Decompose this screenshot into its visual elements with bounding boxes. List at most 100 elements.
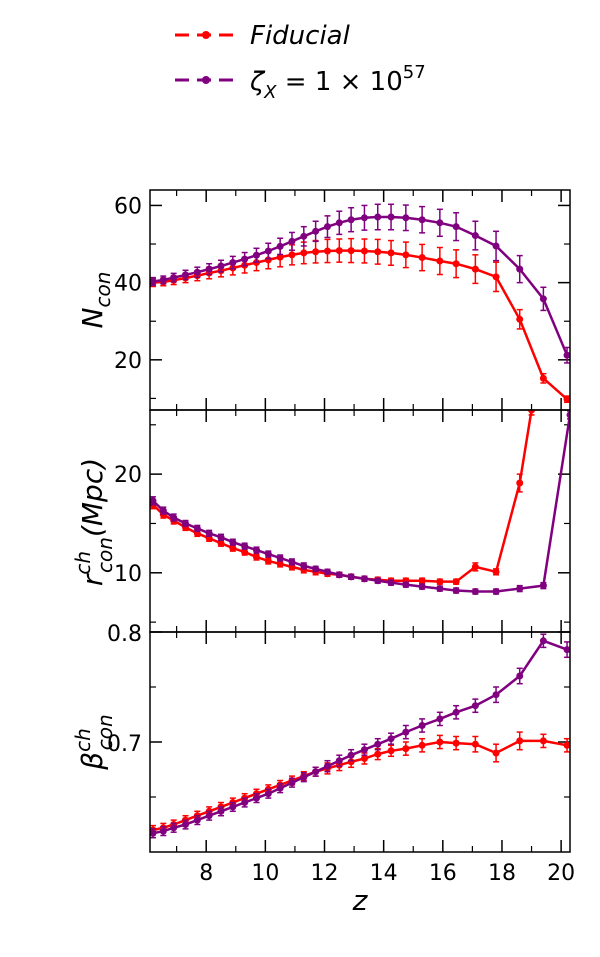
y-tick-label: 10 (114, 562, 142, 587)
data-point (452, 260, 460, 268)
series-fiducial (150, 410, 536, 586)
data-point (516, 672, 524, 680)
data-point (150, 277, 157, 285)
data-point (323, 223, 331, 231)
data-point (159, 276, 167, 284)
data-point (205, 265, 213, 273)
data-point (539, 295, 547, 303)
data-point (276, 242, 284, 250)
y-tick-label: 60 (114, 194, 142, 219)
data-point (492, 749, 500, 757)
data-point (452, 578, 460, 586)
y-tick-label: 40 (114, 272, 142, 297)
data-point (335, 219, 343, 227)
data-point (360, 755, 368, 762)
data-point (418, 722, 426, 729)
x-tick-label: 12 (311, 861, 339, 886)
data-point (436, 257, 444, 265)
data-point (241, 255, 249, 263)
data-point (323, 762, 331, 770)
data-point (193, 524, 201, 532)
data-point (300, 232, 308, 240)
data-point (288, 779, 296, 787)
data-point (374, 248, 382, 256)
data-point (563, 646, 570, 654)
data-point (360, 214, 368, 222)
data-point (312, 227, 320, 235)
data-point (374, 740, 382, 748)
data-point (492, 568, 500, 576)
series-fiducial (150, 237, 570, 404)
data-point (323, 247, 331, 255)
series-fiducial (150, 731, 570, 836)
data-point (471, 740, 479, 748)
x-tick-label: 18 (488, 861, 516, 886)
data-point (418, 583, 426, 591)
ylabel-middle: rchcon(Mpc) (71, 458, 117, 586)
data-point (374, 750, 382, 758)
series-zeta (150, 633, 570, 839)
series-zeta (150, 410, 570, 596)
data-point (418, 254, 426, 262)
data-point (288, 237, 296, 245)
data-point (252, 546, 260, 554)
series-line (152, 215, 569, 356)
data-point (241, 799, 249, 806)
data-point (539, 374, 547, 382)
x-tick-label: 16 (429, 861, 457, 886)
data-point (360, 247, 368, 255)
legend-entry-fiducial: Fiducial (175, 21, 351, 51)
legend-marker-fiducial (202, 31, 210, 39)
data-point (335, 571, 343, 579)
data-point (471, 588, 479, 596)
data-point (402, 728, 410, 736)
data-point (181, 821, 189, 828)
data-point (347, 247, 355, 255)
data-point (360, 746, 368, 754)
legend-label-zeta: ζX = 1 × 1057 (249, 62, 426, 103)
data-point (264, 247, 272, 255)
data-point (193, 268, 201, 276)
data-point (288, 251, 296, 259)
data-point (402, 214, 410, 222)
panel-middle-rcon: 10 20 (114, 409, 571, 633)
data-point (436, 585, 444, 593)
data-point (402, 745, 410, 753)
data-point (516, 265, 524, 273)
y-tick-label: 0.8 (107, 622, 142, 647)
data-point (492, 691, 500, 699)
data-point (170, 824, 178, 832)
ylabel-top: Ncon (76, 272, 115, 329)
data-point (539, 737, 547, 745)
data-point (471, 563, 479, 571)
y-tick-label: 20 (114, 463, 142, 488)
data-point (335, 247, 343, 255)
data-point (229, 538, 237, 546)
legend-zeta-symbol: ζ (249, 67, 266, 97)
data-point (217, 539, 225, 547)
legend: Fiducial ζX = 1 × 1057 (175, 21, 426, 103)
data-point (312, 248, 320, 256)
data-point (276, 554, 284, 562)
series-line (152, 249, 568, 401)
data-point (563, 741, 570, 749)
panel-frame (149, 189, 571, 411)
legend-label-fiducial: Fiducial (250, 21, 351, 51)
data-point (205, 529, 213, 537)
data-point (252, 251, 260, 259)
data-point (539, 637, 547, 645)
data-point (387, 213, 395, 221)
data-point (217, 262, 225, 270)
panel-frame (149, 409, 571, 633)
data-point (276, 253, 284, 261)
data-point (566, 411, 570, 419)
data-point (150, 829, 157, 837)
data-point (516, 315, 524, 323)
data-point (312, 565, 320, 573)
data-point (300, 562, 308, 570)
data-point (264, 550, 272, 558)
data-point (436, 578, 444, 586)
data-point (402, 251, 410, 259)
x-tick-label: 20 (547, 861, 575, 886)
